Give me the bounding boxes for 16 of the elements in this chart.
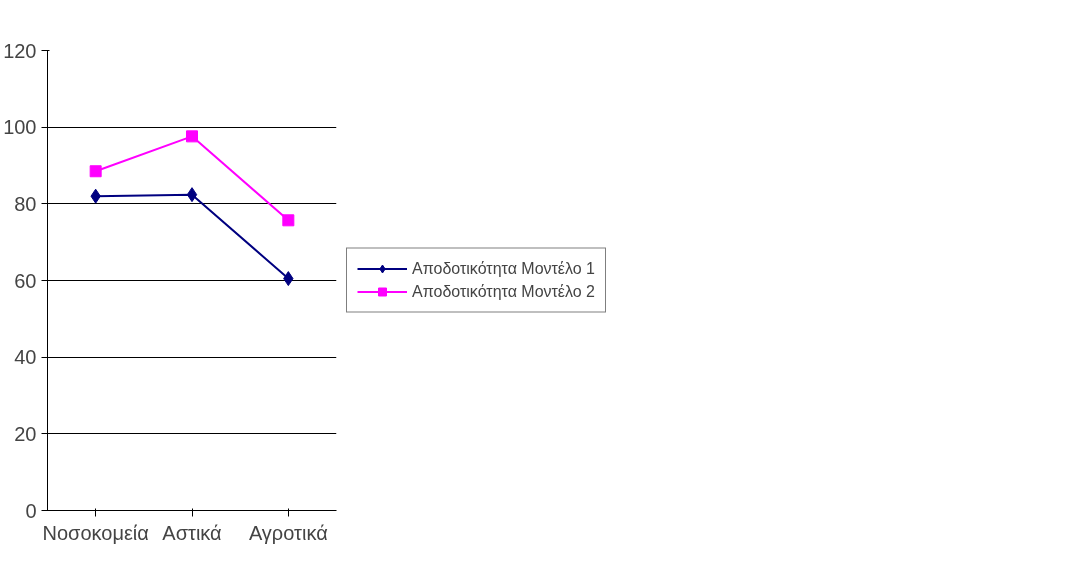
x-tick-label: Νοσοκομεία (42, 521, 149, 544)
point (186, 130, 198, 143)
legend-label: Αποδοτικότητα Μοντέλο 1 (412, 259, 595, 278)
y-tick-label: 120 (3, 39, 37, 62)
y-tick-label: 100 (3, 116, 37, 139)
y-tick-label: 20 (14, 422, 37, 445)
point (89, 165, 102, 178)
y-tick-label: 60 (14, 269, 37, 292)
x-tick-label: Αστικά (162, 521, 222, 544)
legend-label: Αποδοτικότητα Μοντέλο 2 (412, 282, 595, 301)
y-tick-label: 80 (14, 192, 37, 215)
y-tick-label: 40 (14, 346, 37, 369)
y-tick-label: 0 (25, 499, 37, 522)
point (282, 214, 295, 227)
x-tick-label: Αγροτικά (248, 521, 328, 544)
point (186, 187, 198, 203)
